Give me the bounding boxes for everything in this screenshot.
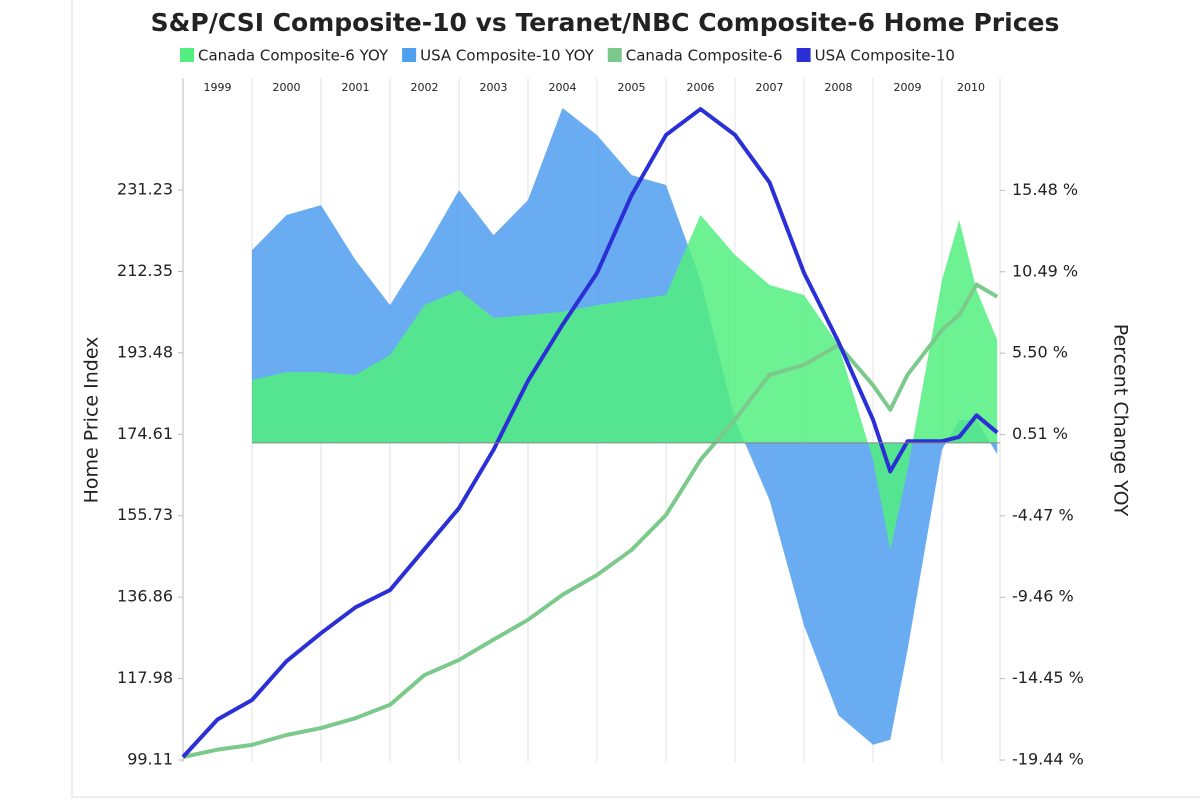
x-tick-label: 2010 [957, 81, 985, 94]
y-tick-label: 174.61 [117, 424, 173, 443]
y-axis-title: Home Price Index [81, 337, 103, 504]
area [252, 215, 998, 551]
y2-axis-title: Percent Change YOY [1110, 324, 1132, 517]
x-tick-label: 2004 [549, 81, 577, 94]
y-tick-label: 136.86 [117, 587, 173, 606]
legend-swatch [402, 48, 417, 62]
y2-tick-label: -9.46 % [1012, 587, 1074, 606]
x-tick-label: 2002 [411, 81, 439, 94]
x-tick-label: 2000 [273, 81, 301, 94]
y2-tick-label: -4.47 % [1012, 505, 1074, 524]
x-tick-label: 2009 [894, 81, 922, 94]
x-tick-label: 2006 [687, 81, 715, 94]
x-tick-label: 2005 [618, 81, 646, 94]
x-tick-label: 2001 [342, 81, 370, 94]
y-tick-label: 193.48 [117, 342, 173, 361]
y2-tick-label: 10.49 % [1012, 261, 1078, 280]
y-tick-label: 117.98 [117, 668, 173, 687]
x-tick-label: 2007 [756, 81, 784, 94]
legend-label: USA Composite-10 [815, 47, 955, 65]
y-tick-label: 212.35 [117, 261, 173, 280]
x-tick-label: 2003 [480, 81, 508, 94]
legend-swatch [607, 48, 622, 62]
line [182, 282, 999, 759]
x-tick-label: 1999 [204, 81, 232, 94]
y-tick-label: 155.73 [117, 505, 173, 524]
y-tick-label: 99.11 [127, 749, 173, 768]
y2-tick-label: 0.51 % [1012, 424, 1068, 443]
legend-swatch [796, 48, 811, 62]
legend-label: USA Composite-10 YOY [420, 47, 594, 65]
legend-swatch [180, 48, 194, 62]
y-tick-label: 231.23 [117, 180, 173, 199]
legend-label: Canada Composite-6 [626, 47, 783, 65]
legend-label: Canada Composite-6 YOY [198, 47, 389, 65]
y2-tick-label: 15.48 % [1012, 180, 1078, 199]
y2-tick-label: 5.50 % [1012, 343, 1068, 362]
x-tick-label: 2008 [825, 81, 853, 94]
line [181, 107, 999, 759]
chart-title: S&P/CSI Composite-10 vs Teranet/NBC Comp… [151, 8, 1060, 37]
y2-tick-label: -19.44 % [1012, 750, 1084, 769]
y2-tick-label: -14.45 % [1012, 668, 1084, 687]
